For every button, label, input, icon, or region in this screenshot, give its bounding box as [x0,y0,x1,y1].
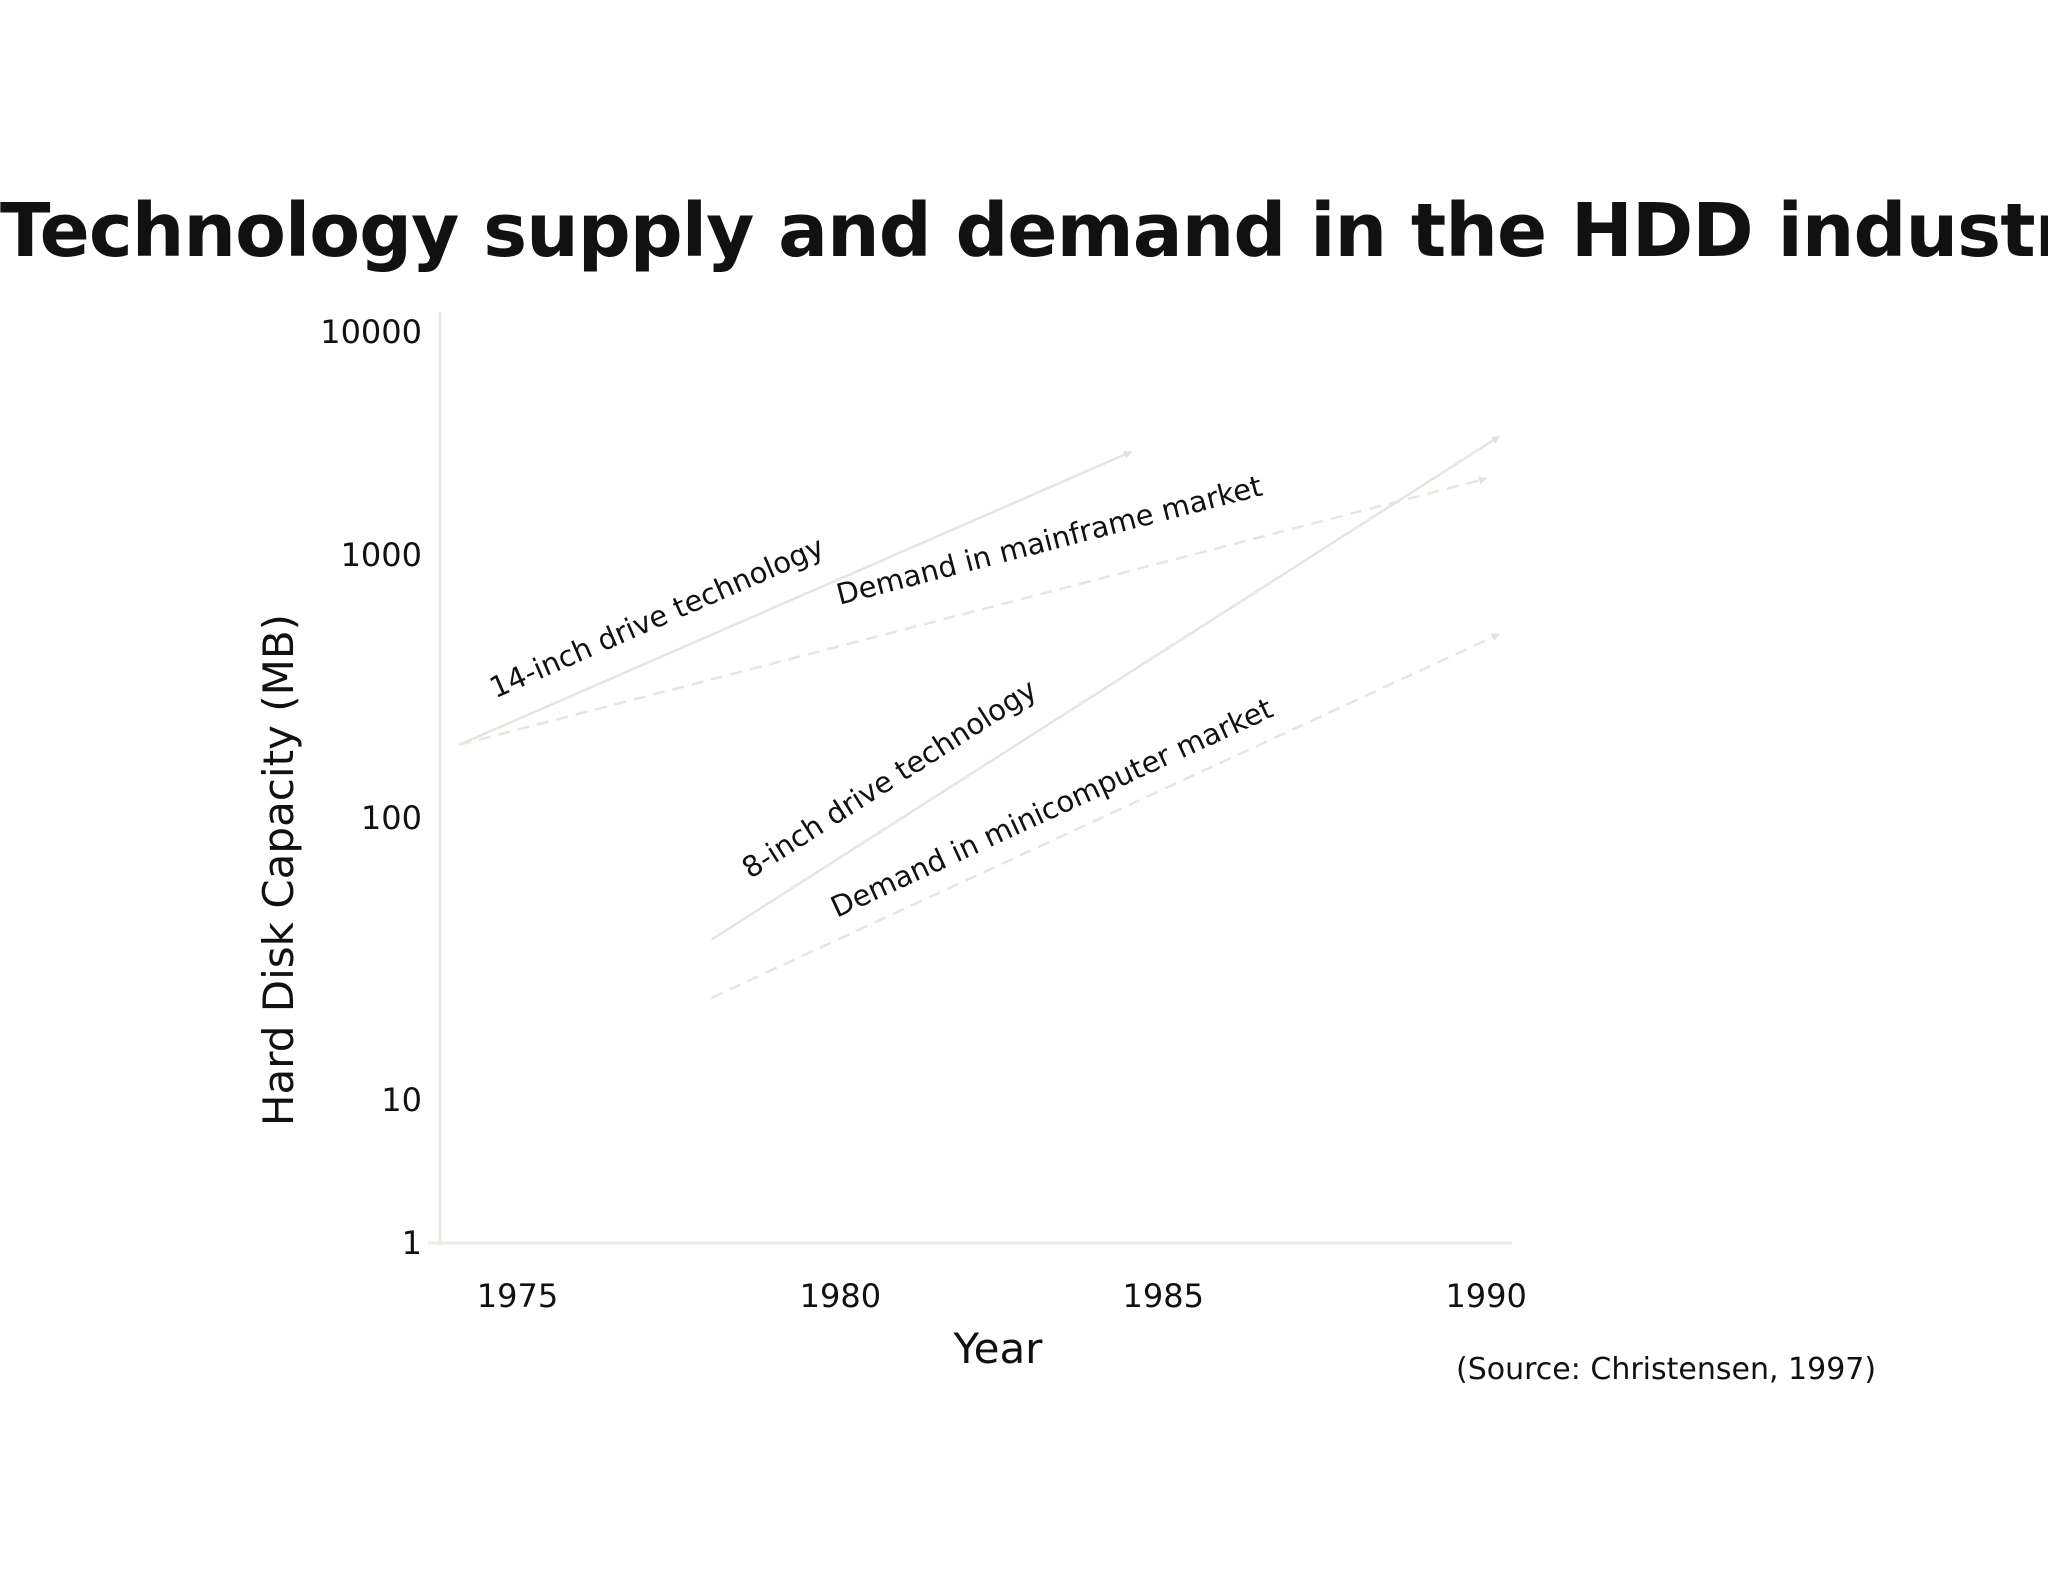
x-tick-labels: 1975 1980 1985 1990 [477,1277,1527,1315]
x-tick-label: 1990 [1445,1277,1526,1315]
series-line-demand-3 [710,633,1500,1000]
chart-title: Technology supply and demand in the HDD … [0,188,2048,274]
series-labels: 14-inch drive technology Demand in mainfr… [484,469,1277,925]
y-tick-label: 1000 [341,536,422,574]
series-line-demand-1 [459,476,1487,746]
source-note: (Source: Christensen, 1997) [1456,1352,1876,1387]
x-tick-label: 1985 [1123,1277,1204,1315]
y-axis-title: Hard Disk Capacity (MB) [254,614,303,1126]
y-tick-label: 10000 [320,313,422,351]
series-line-technology-0 [458,450,1132,746]
series-label: Demand in minicomputer market [825,691,1277,924]
y-tick-labels: 1 10 100 1000 10000 [320,313,422,1262]
series-lines [458,435,1500,1000]
series-line-technology-2 [710,435,1500,941]
y-tick-label: 10 [381,1081,422,1119]
y-tick-label: 100 [361,799,422,837]
series-label: 8-inch drive technology [736,672,1043,885]
y-tick-label: 1 [402,1224,422,1262]
series-label: Demand in mainframe market [833,469,1266,612]
x-tick-label: 1980 [800,1277,881,1315]
x-tick-label: 1975 [477,1277,558,1315]
x-axis-title: Year [953,1324,1044,1373]
series-label: 14-inch drive technology [484,529,828,704]
